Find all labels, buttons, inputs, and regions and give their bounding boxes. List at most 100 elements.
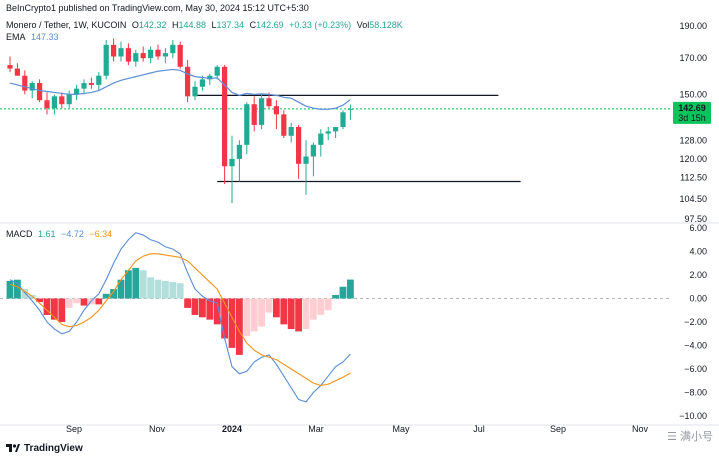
- macd-hist-bar-19: [147, 277, 154, 299]
- candle-body-22: [170, 44, 176, 54]
- macd-axis-tick-4: −2.00: [684, 317, 707, 327]
- time-axis-tick-7: Nov: [632, 424, 649, 434]
- price-axis-tick-1: 170.00: [679, 53, 707, 63]
- candle-body-38: [288, 127, 294, 136]
- tradingview-logo-icon: [6, 444, 20, 452]
- macd-hist-bar-7: [58, 298, 66, 322]
- macd-signal-value: −6.34: [89, 229, 113, 239]
- candle-body-45: [340, 112, 346, 128]
- macd-hist-bar-36: [273, 298, 280, 318]
- candle-body-25: [192, 86, 198, 97]
- close-value: 142.69: [256, 20, 284, 30]
- macd-hist-bar-32: [243, 298, 251, 337]
- low-label: L: [211, 20, 217, 30]
- countdown-label: 3d 15h: [678, 113, 706, 123]
- macd-hist-bar-8: [65, 298, 73, 308]
- macd-line: [9, 232, 351, 403]
- candle-body-27: [207, 75, 213, 80]
- candle-body-6: [51, 96, 57, 109]
- macd-hist-bar-9: [73, 298, 80, 304]
- price-legend: Monero / Tether, 1W, KUCOIN O142.32 H144…: [6, 20, 406, 30]
- macd-hist-bar-16: [125, 270, 132, 299]
- macd-legend: MACD 1.61 −4.72 −6.34: [6, 229, 115, 239]
- macd-axis-tick-2: 2.00: [689, 270, 707, 280]
- volume-label: Vol: [356, 20, 370, 30]
- candle-body-35: [266, 98, 272, 107]
- macd-axis-tick-5: −4.00: [684, 341, 707, 351]
- candle-body-46: [347, 108, 353, 110]
- candle-body-13: [103, 44, 109, 76]
- ema-legend: EMA 147.33: [6, 32, 62, 42]
- price-axis-tick-6: 112.50: [680, 173, 707, 183]
- time-axis-tick-6: Sep: [550, 424, 566, 434]
- macd-hist-bar-28: [213, 298, 221, 325]
- candle-body-21: [162, 53, 168, 57]
- candle-body-2: [22, 75, 28, 91]
- watermark: ☰ 满小号: [667, 431, 713, 443]
- candle-body-15: [118, 48, 124, 57]
- macd-hist-value: 1.61: [38, 229, 56, 239]
- candle-body-20: [155, 49, 161, 57]
- macd-hist-bar-13: [102, 293, 110, 299]
- macd-axis-tick-7: −8.00: [684, 388, 707, 398]
- open-value: 142.32: [138, 20, 167, 30]
- macd-hist-bar-42: [317, 298, 325, 315]
- candle-body-17: [133, 53, 139, 62]
- tradingview-brand[interactable]: TradingView: [6, 440, 83, 456]
- signal-line: [9, 253, 351, 387]
- ema-line: [9, 68, 351, 110]
- macd-hist-bar-23: [176, 283, 184, 299]
- symbol-label: Monero / Tether, 1W, KUCOIN: [6, 20, 127, 30]
- macd-hist-bar-2: [21, 289, 29, 299]
- candle-body-32: [244, 104, 250, 145]
- macd-axis-tick-0: 6.00: [689, 223, 707, 233]
- candle-body-30: [229, 158, 235, 167]
- macd-hist-bar-12: [95, 298, 103, 305]
- time-axis-tick-4: May: [392, 424, 410, 434]
- macd-axis-tick-8: −10.00: [679, 411, 707, 421]
- candle-body-33: [251, 104, 257, 125]
- high-value: 144.88: [178, 20, 206, 30]
- candle-body-34: [259, 98, 265, 125]
- candle-body-1: [14, 68, 20, 76]
- macd-axis-tick-3: 0.00: [689, 294, 707, 304]
- candle-body-42: [318, 133, 324, 145]
- macd-hist-bar-31: [236, 298, 243, 355]
- high-label: H: [171, 20, 179, 30]
- candle-body-7: [59, 96, 65, 105]
- macd-hist-bar-1: [14, 279, 21, 299]
- candle-body-39: [296, 127, 302, 164]
- last-price-tag: [673, 101, 711, 124]
- ema-label: EMA: [6, 32, 26, 42]
- candle-body-9: [74, 88, 80, 95]
- candle-body-10: [81, 83, 87, 89]
- price-axis-tick-0: 190.00: [679, 21, 707, 31]
- macd-hist-bar-39: [295, 298, 302, 332]
- time-axis-tick-1: Nov: [149, 424, 166, 434]
- candle-body-43: [325, 131, 331, 134]
- macd-hist-bar-14: [110, 289, 117, 299]
- macd-hist-bar-15: [117, 279, 125, 299]
- candle-body-14: [111, 44, 117, 57]
- candle-body-37: [281, 114, 287, 136]
- macd-hist-bar-40: [302, 298, 310, 330]
- time-axis-tick-3: Mar: [308, 424, 324, 434]
- candle-body-24: [185, 66, 191, 97]
- macd-hist-bar-18: [139, 270, 147, 299]
- macd-hist-bar-44: [332, 294, 339, 299]
- price-axis-tick-8: 97.50: [684, 214, 707, 224]
- macd-hist-bar-45: [339, 286, 347, 299]
- candle-body-5: [44, 100, 50, 109]
- candle-body-18: [140, 53, 146, 59]
- macd-hist-bar-43: [324, 298, 332, 311]
- candle-body-41: [310, 144, 316, 157]
- macd-line-value: −4.72: [61, 229, 84, 239]
- macd-hist-bar-4: [36, 298, 43, 303]
- macd-hist-bar-29: [221, 298, 228, 339]
- candle-body-26: [199, 79, 205, 87]
- close-label: C: [249, 20, 257, 30]
- macd-hist-bar-20: [154, 279, 162, 299]
- low-value: 137.34: [216, 20, 245, 30]
- macd-hist-bar-34: [258, 298, 265, 327]
